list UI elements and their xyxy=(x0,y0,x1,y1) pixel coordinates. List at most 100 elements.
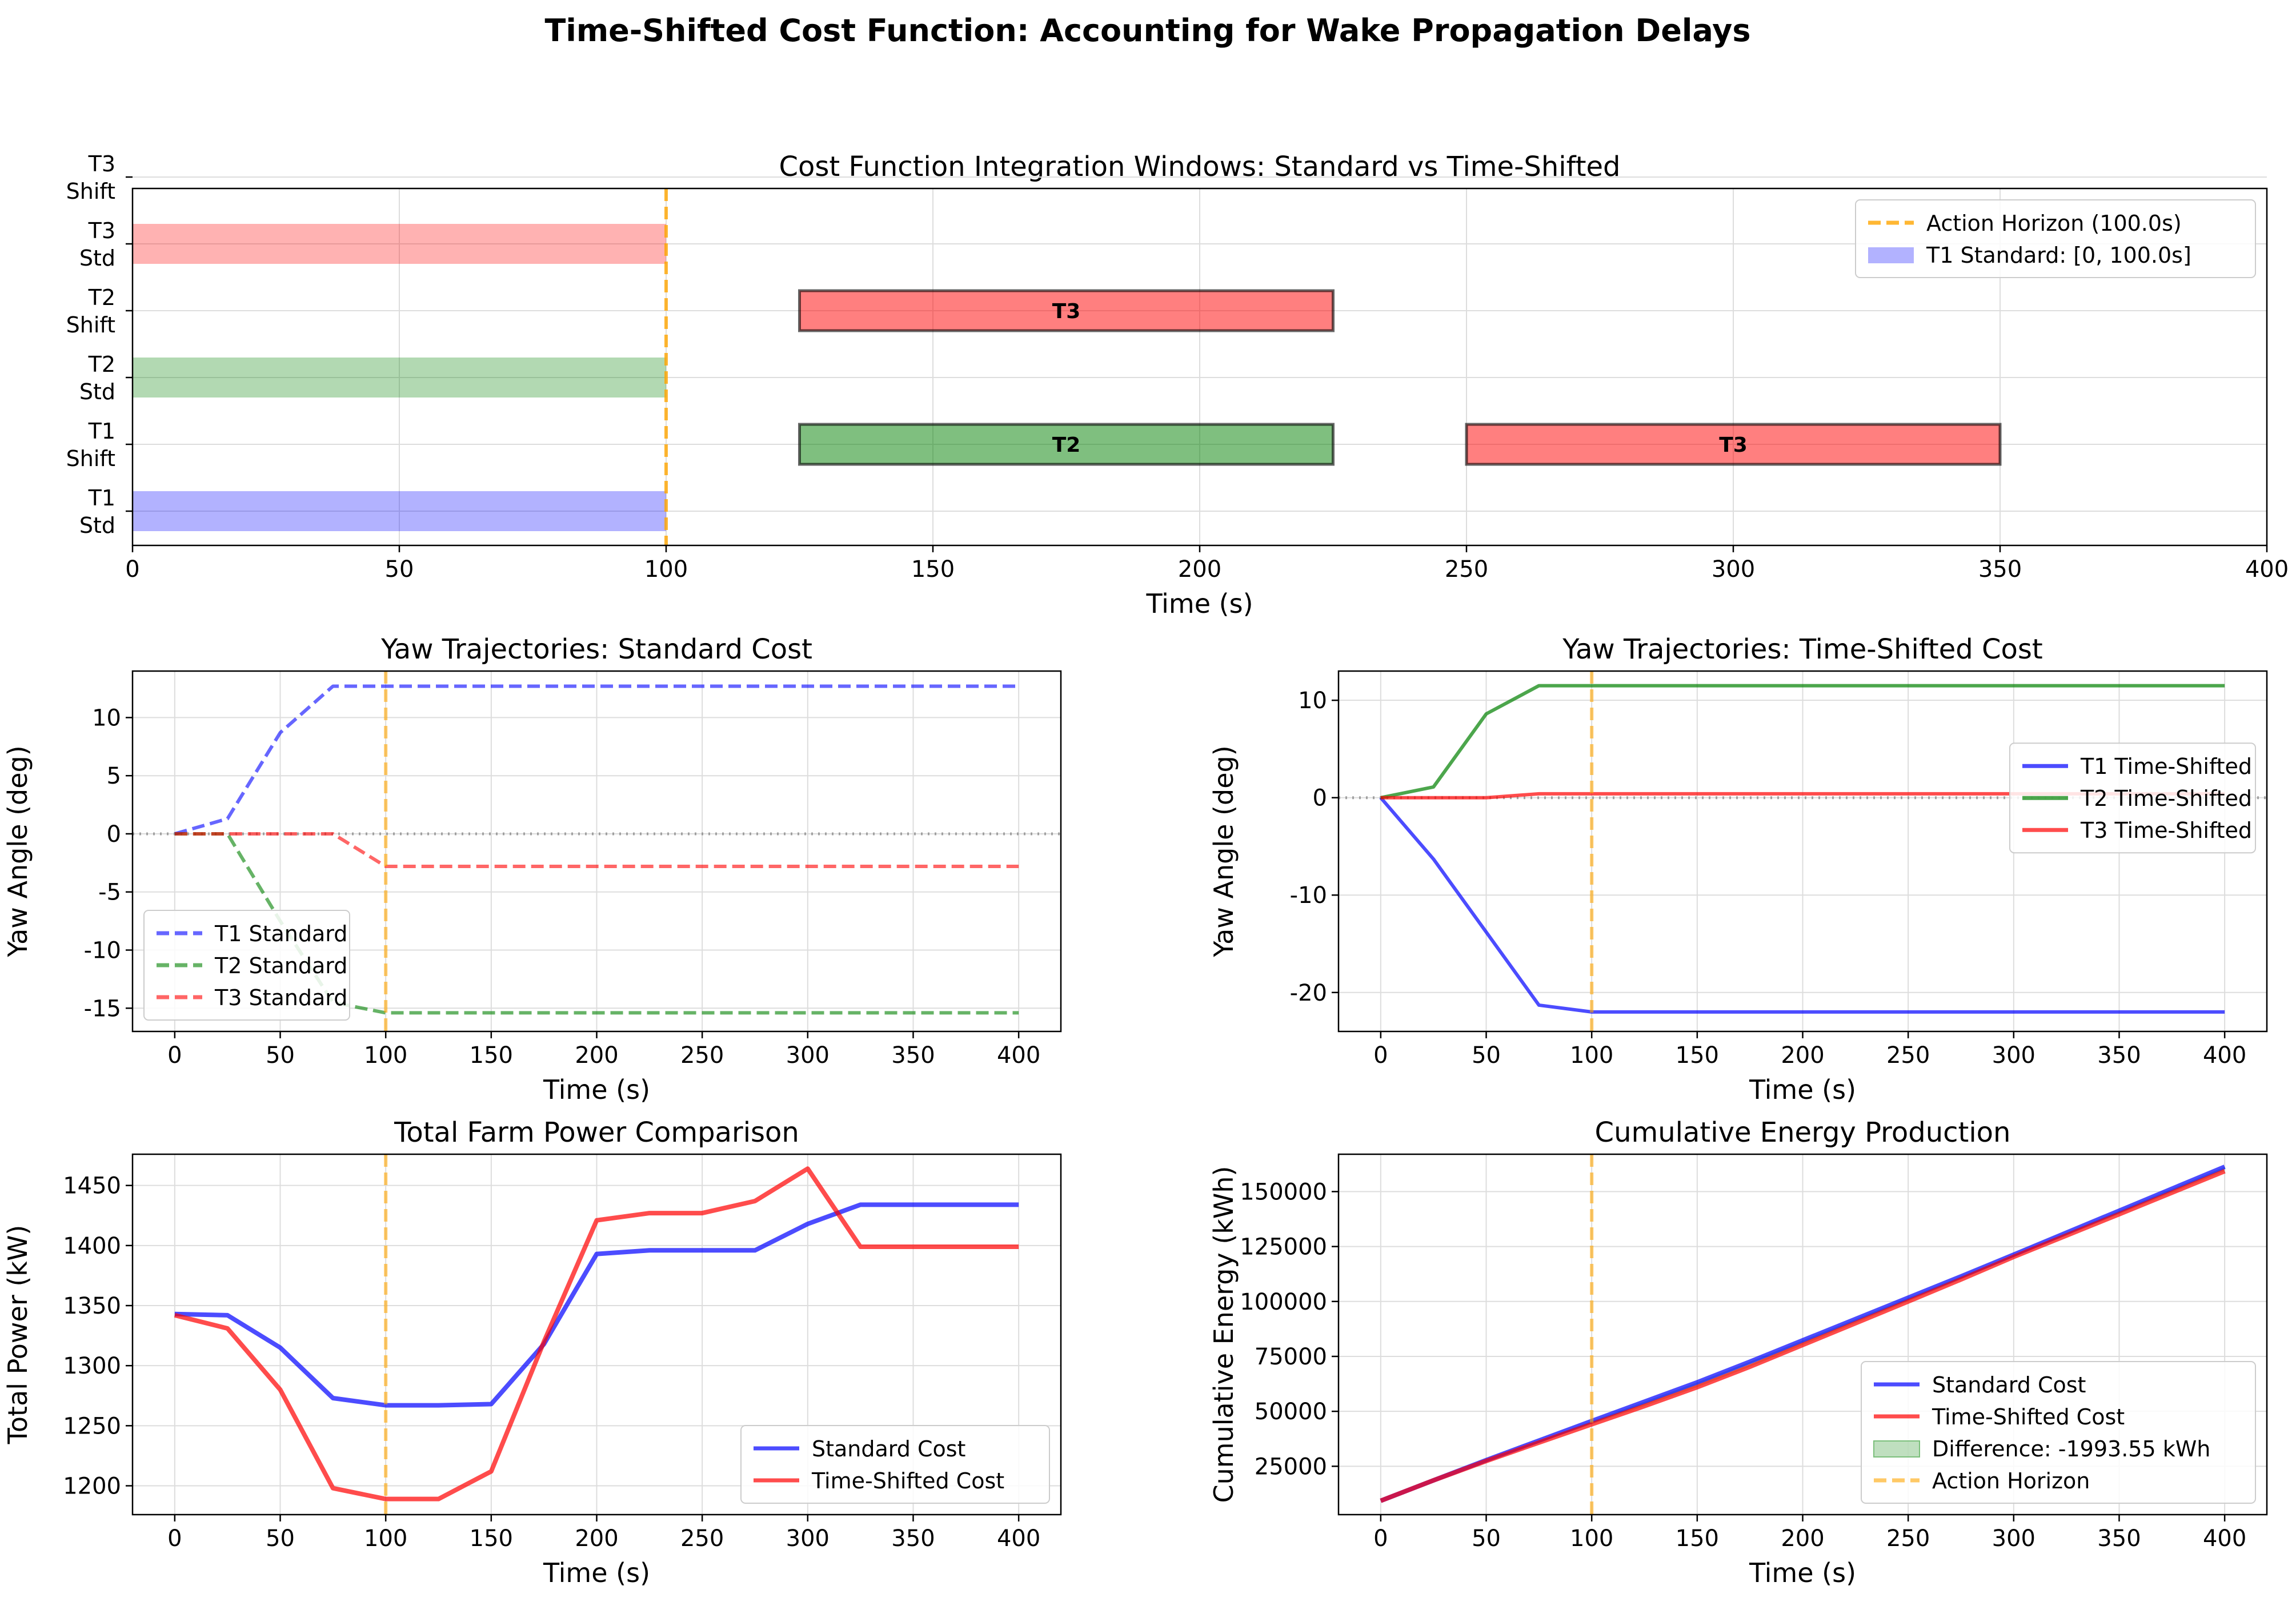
x-tick-label: 350 xyxy=(2097,1525,2141,1552)
row-label: T2 xyxy=(88,285,115,310)
axes-frame xyxy=(131,1153,1062,1516)
x-tick-label: 350 xyxy=(1978,556,2022,583)
x-tick-label: 200 xyxy=(575,1525,618,1552)
y-tick-label: 150000 xyxy=(1240,1179,1327,1205)
axes-frame xyxy=(1337,1153,2268,1516)
x-tick-label: 350 xyxy=(2097,1042,2141,1069)
y-tick-label: 125000 xyxy=(1240,1234,1327,1260)
x-tick-label: 250 xyxy=(680,1525,724,1552)
window-bar xyxy=(798,423,1335,466)
window-bar xyxy=(1465,423,2002,466)
x-tick-label: 0 xyxy=(1373,1042,1388,1069)
x-tick-label: 100 xyxy=(364,1042,407,1069)
chart-yaw-standard: 0 50 100 150 200 250 300 350 400 -15 -10 -5 0 5 10 Yaw … xyxy=(2,633,1062,1105)
series-line-1 xyxy=(1380,684,2225,800)
chart-title: Cumulative Energy Production xyxy=(1595,1117,2011,1149)
series-line-1 xyxy=(174,832,1019,1015)
x-tick-label: 400 xyxy=(2203,1525,2246,1552)
x-tick-label: 150 xyxy=(470,1525,513,1552)
x-tick-label: 200 xyxy=(1781,1525,1824,1552)
chart-total-power: 0 50 100 150 200 250 300 350 400 1200 1250 1300 1350… xyxy=(2,1117,1062,1588)
chart-yaw-time-shifted: 0 50 100 150 200 250 300 350 400 -20 -10 0 10 Yaw Tra… xyxy=(1208,633,2268,1105)
y-tick-label: 1200 xyxy=(63,1473,121,1500)
legend-box xyxy=(2009,742,2256,854)
series-line-0 xyxy=(174,684,1019,836)
x-tick-label: 50 xyxy=(1472,1525,1501,1552)
row-label: T3 xyxy=(88,151,115,176)
legend-box xyxy=(143,910,350,1021)
x-tick-label: 400 xyxy=(997,1042,1040,1069)
window-bar xyxy=(133,491,666,531)
y-axis-label: Total Power (kW) xyxy=(2,1225,33,1445)
legend-label: Time-Shifted Cost xyxy=(1932,1404,2125,1430)
y-tick-label: -10 xyxy=(84,938,121,964)
y-axis-label: Yaw Angle (deg) xyxy=(2,745,33,957)
y-tick-label: 1350 xyxy=(63,1293,121,1319)
legend-box xyxy=(1861,1361,2256,1504)
legend-label: T3 Time-Shifted xyxy=(2080,818,2252,843)
series-line-0 xyxy=(1379,796,2225,1014)
x-tick-label: 300 xyxy=(1992,1042,2035,1069)
x-tick-label: 100 xyxy=(1570,1042,1613,1069)
row-label: Std xyxy=(79,246,115,271)
legend-label: Time-Shifted Cost xyxy=(811,1468,1004,1493)
x-tick-label: 0 xyxy=(1373,1525,1388,1552)
row-label: T1 xyxy=(88,485,115,511)
x-tick-label: 0 xyxy=(167,1525,182,1552)
y-tick-label: -10 xyxy=(1290,882,1327,909)
x-tick-label: 250 xyxy=(680,1042,724,1069)
x-tick-label: 150 xyxy=(1676,1042,1719,1069)
axes-frame xyxy=(1337,670,2268,1033)
y-tick-label: 25000 xyxy=(1255,1454,1327,1480)
x-tick-label: 200 xyxy=(1178,556,1221,583)
x-tick-label: 400 xyxy=(2245,556,2289,583)
row-label: Std xyxy=(79,379,115,404)
x-tick-label: 200 xyxy=(575,1042,618,1069)
legend-swatch xyxy=(1868,247,1914,263)
row-label: T3 xyxy=(88,218,115,243)
x-tick-label: 100 xyxy=(644,556,688,583)
axes-frame xyxy=(131,670,1062,1033)
y-axis-label: Yaw Angle (deg) xyxy=(1208,745,1239,957)
x-tick-label: 250 xyxy=(1886,1042,1930,1069)
chart-cumulative-energy: 0 50 100 150 200 250 300 350 400 25000 50000 75000 1… xyxy=(1208,1117,2268,1588)
chart-title: Yaw Trajectories: Standard Cost xyxy=(380,633,812,665)
window-bar xyxy=(798,289,1335,332)
x-tick-label: 250 xyxy=(1445,556,1488,583)
row-label: T1 xyxy=(88,419,115,444)
chart-title: Total Farm Power Comparison xyxy=(394,1117,799,1149)
series-line-2 xyxy=(174,832,1019,868)
y-tick-label: 1400 xyxy=(63,1233,121,1259)
row-label: Shift xyxy=(66,179,115,204)
x-tick-label: 400 xyxy=(997,1525,1040,1552)
row-label: Shift xyxy=(66,312,115,338)
window-bar xyxy=(133,224,666,264)
x-tick-label: 50 xyxy=(1472,1042,1501,1069)
y-tick-label: -15 xyxy=(84,995,121,1022)
y-tick-label: 50000 xyxy=(1255,1399,1327,1425)
y-tick-label: 1250 xyxy=(63,1413,121,1439)
x-tick-label: 250 xyxy=(1886,1525,1930,1552)
x-tick-label: 400 xyxy=(2203,1042,2246,1069)
y-tick-label: 10 xyxy=(1298,688,1327,714)
legend-label: Action Horizon xyxy=(1932,1468,2090,1493)
series-line-1 xyxy=(174,1166,1019,1501)
x-axis-label: Time (s) xyxy=(1749,1557,1856,1588)
x-tick-label: 350 xyxy=(891,1525,935,1552)
y-tick-label: 0 xyxy=(107,821,121,848)
y-tick-label: -20 xyxy=(1290,980,1327,1006)
legend-box xyxy=(1855,199,2256,278)
y-tick-label: 100000 xyxy=(1240,1289,1327,1315)
y-tick-label: 1300 xyxy=(63,1353,121,1379)
x-tick-label: 0 xyxy=(125,556,139,583)
legend-label: T2 Standard xyxy=(214,953,347,978)
legend-label: Difference: -1993.55 kWh xyxy=(1932,1436,2210,1462)
window-bar-label: T3 xyxy=(1719,433,1748,457)
x-tick-label: 300 xyxy=(1712,556,1755,583)
legend-label: T3 Standard xyxy=(214,985,347,1010)
row-label: Shift xyxy=(66,446,115,471)
x-axis-label: Time (s) xyxy=(1749,1074,1856,1105)
x-tick-label: 150 xyxy=(1676,1525,1719,1552)
axes-frame xyxy=(131,187,2268,547)
series-line-1 xyxy=(1380,1169,2226,1503)
